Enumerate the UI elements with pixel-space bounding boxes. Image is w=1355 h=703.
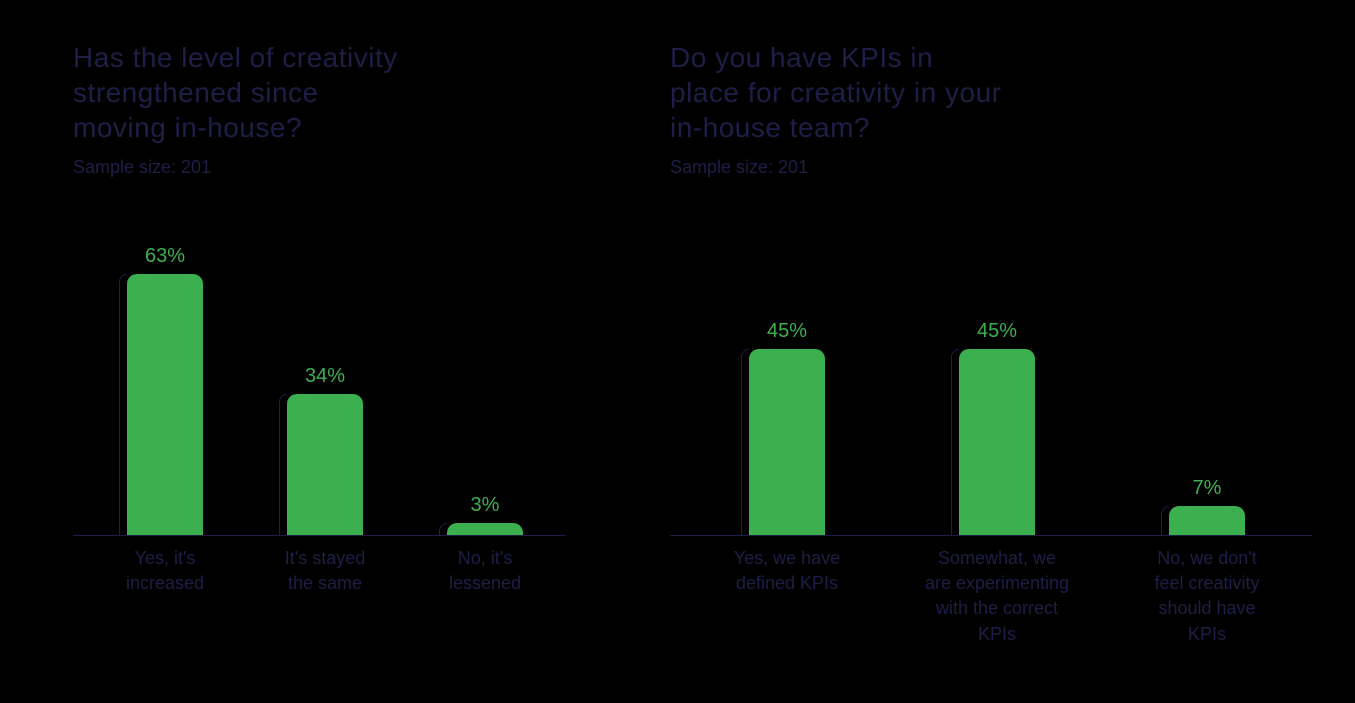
bar-wrap [447,523,523,535]
right-chart-area: 45% 45% 7% Yes, we havedefined KPIsSomewha… [670,216,1312,647]
bar-column: 45% [892,216,1102,535]
bar-value-label: 3% [471,494,500,517]
bar [749,349,825,535]
bar [1169,506,1245,535]
left-sample-size: Sample size: 201 [73,157,565,178]
bar [287,394,363,535]
bar-wrap [1169,506,1245,535]
bar-shadow [279,394,287,535]
bar-column: 45% [682,216,892,535]
title-line: Has the level of creativity [73,42,398,73]
bar-shadow [741,349,749,535]
bar-wrap [749,349,825,535]
title-line: in-house team? [670,112,870,143]
bar-shadow [951,349,959,535]
bar-value-label: 63% [145,245,185,268]
right-bars-row: 45% 45% 7% [670,216,1312,536]
left-chart-title: Has the level of creativity strengthened… [73,40,565,145]
bar-category-label: It's stayedthe same [245,546,405,596]
bar-wrap [959,349,1035,535]
bar-wrap [287,394,363,535]
bar-shadow [439,523,447,535]
title-line: Do you have KPIs in [670,42,933,73]
bar-shadow [1161,506,1169,535]
left-bars-row: 63% 34% 3% [73,216,565,536]
bar [127,274,203,535]
right-chart-title: Do you have KPIs in place for creativity… [670,40,1312,145]
right-chart-panel: Do you have KPIs in place for creativity… [670,40,1312,647]
bar-category-label: No, we don'tfeel creativityshould haveKP… [1102,546,1312,647]
bar-column: 34% [245,216,405,535]
bar-category-label: Somewhat, weare experimentingwith the co… [892,546,1102,647]
bar-column: 3% [405,216,565,535]
bar-shadow [119,274,127,535]
bar-value-label: 7% [1193,477,1222,500]
bar-category-label: Yes, it'sincreased [85,546,245,596]
right-labels-row: Yes, we havedefined KPIsSomewhat, weare … [670,546,1312,647]
bar-column: 7% [1102,216,1312,535]
bar-category-label: No, it'slessened [405,546,565,596]
bar-value-label: 45% [977,320,1017,343]
right-sample-size: Sample size: 201 [670,157,1312,178]
left-chart-panel: Has the level of creativity strengthened… [73,40,565,596]
bar [447,523,523,535]
bar-category-label: Yes, we havedefined KPIs [682,546,892,647]
title-line: strengthened since [73,77,319,108]
title-line: place for creativity in your [670,77,1001,108]
left-chart-area: 63% 34% 3% Yes, it'sincreasedIt's stayedth… [73,216,565,596]
bar-value-label: 34% [305,365,345,388]
title-line: moving in-house? [73,112,302,143]
left-labels-row: Yes, it'sincreasedIt's stayedthe sameNo,… [73,546,565,596]
bar-column: 63% [85,216,245,535]
bar-wrap [127,274,203,535]
bar [959,349,1035,535]
bar-value-label: 45% [767,320,807,343]
